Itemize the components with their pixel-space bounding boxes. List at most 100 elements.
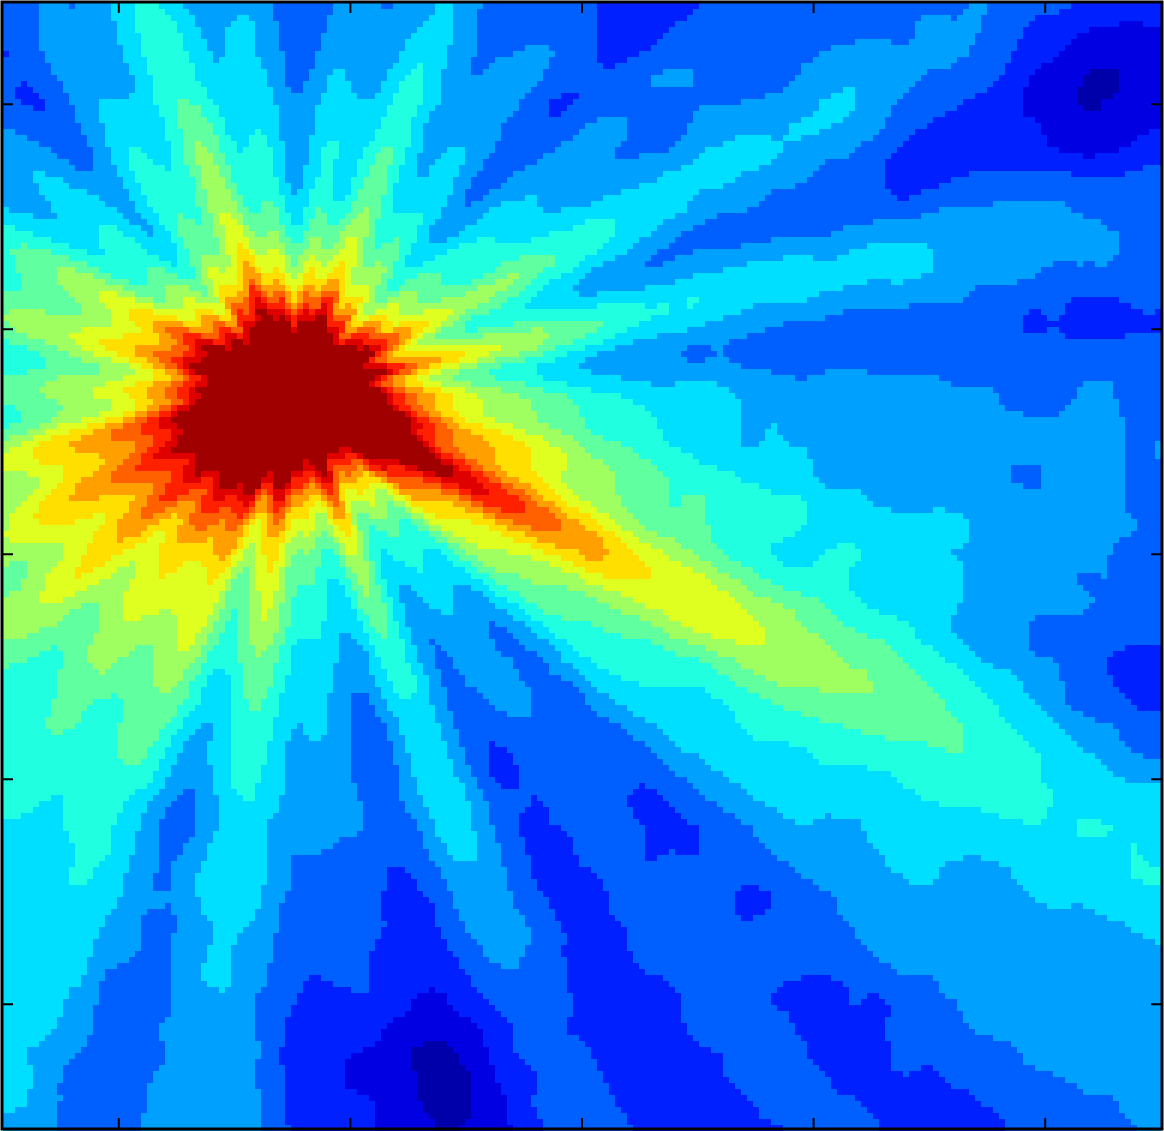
contour-cell	[183, 465, 196, 472]
contour-cell	[363, 147, 382, 154]
contour-cell	[585, 567, 652, 574]
contour-cell	[135, 573, 160, 580]
contour-cell	[351, 219, 370, 226]
contour-cell	[543, 435, 574, 442]
contour-cell	[189, 711, 232, 718]
contour-cell	[273, 159, 286, 166]
contour-cell	[249, 531, 262, 538]
contour-cell	[285, 573, 316, 580]
contour-cell	[51, 69, 130, 76]
contour-cell	[345, 555, 364, 562]
contour-cell	[1041, 765, 1108, 772]
contour-cell	[597, 303, 646, 310]
contour-cell	[279, 27, 328, 34]
contour-cell	[627, 927, 856, 934]
contour-cell	[171, 933, 214, 940]
contour-cell	[369, 555, 382, 562]
contour-cell	[123, 375, 154, 382]
contour-cell	[417, 591, 454, 598]
contour-cell	[387, 363, 406, 370]
contour-cell	[1083, 213, 1162, 220]
contour-cell	[267, 309, 286, 316]
contour-cell	[231, 345, 358, 352]
contour-cell	[207, 381, 370, 388]
contour-cell	[327, 711, 352, 718]
contour-cell	[381, 915, 436, 922]
contour-cell	[303, 219, 310, 226]
contour-cell	[291, 303, 298, 310]
contour-cell	[339, 237, 346, 244]
contour-cell	[81, 123, 106, 130]
contour-cell	[135, 543, 160, 550]
contour-cell	[3, 309, 10, 316]
contour-cell	[417, 657, 436, 664]
contour-cell	[393, 321, 400, 328]
contour-cell	[165, 747, 184, 754]
contour-cell	[249, 615, 262, 622]
contour-cell	[471, 489, 490, 496]
contour-cell	[165, 297, 184, 304]
contour-cell	[99, 453, 130, 460]
contour-cell	[555, 501, 568, 508]
contour-cell	[591, 705, 628, 712]
contour-cell	[63, 825, 112, 832]
contour-cell	[87, 1035, 160, 1042]
contour-cell	[147, 405, 160, 412]
contour-cell	[87, 957, 130, 964]
contour-cell	[327, 471, 334, 478]
contour-cell	[345, 573, 358, 580]
contour-cell	[417, 63, 424, 70]
contour-cell	[831, 123, 886, 130]
contour-cell	[741, 441, 760, 448]
contour-cell	[159, 219, 178, 226]
contour-cell	[363, 609, 388, 616]
contour-cell	[201, 963, 232, 970]
contour-cell	[387, 369, 394, 376]
contour-cell	[243, 309, 250, 316]
contour-cell	[669, 501, 682, 508]
contour-cell	[789, 81, 916, 88]
contour-cell	[369, 981, 472, 988]
contour-cell	[807, 177, 886, 184]
contour-cell	[459, 363, 478, 370]
contour-cell	[1131, 747, 1162, 754]
contour-cell	[1041, 267, 1162, 274]
contour-cell	[135, 297, 154, 304]
contour-cell	[231, 339, 244, 346]
contour-cell	[939, 981, 1162, 988]
contour-cell	[261, 543, 280, 550]
contour-cell	[291, 321, 298, 328]
contour-cell	[63, 663, 94, 670]
contour-cell	[153, 1077, 256, 1084]
contour-cell	[279, 237, 292, 244]
contour-cell	[723, 351, 1162, 358]
contour-cell	[453, 189, 466, 196]
contour-cell	[3, 615, 64, 622]
contour-cell	[351, 747, 394, 754]
contour-cell	[447, 1041, 484, 1048]
contour-cell	[123, 549, 160, 556]
contour-cell	[669, 441, 742, 448]
contour-cell	[567, 351, 598, 358]
contour-cell	[525, 165, 682, 172]
contour-cell	[147, 387, 166, 394]
contour-cell	[1113, 825, 1162, 832]
contour-cell	[615, 333, 658, 340]
contour-cell	[723, 1053, 808, 1060]
contour-cell	[561, 507, 580, 514]
contour-cell	[789, 741, 928, 748]
contour-cell	[405, 603, 430, 610]
contour-cell	[567, 969, 646, 976]
contour-cell	[285, 525, 292, 532]
contour-cell	[663, 759, 706, 766]
contour-cell	[15, 327, 82, 334]
contour-cell	[159, 573, 166, 580]
contour-cell	[189, 489, 208, 496]
contour-cell	[33, 1071, 64, 1078]
contour-cell	[411, 753, 448, 760]
contour-cell	[495, 777, 520, 784]
contour-cell	[669, 555, 700, 562]
contour-cell	[939, 375, 1162, 382]
contour-cell	[195, 309, 214, 316]
contour-cell	[429, 171, 460, 178]
